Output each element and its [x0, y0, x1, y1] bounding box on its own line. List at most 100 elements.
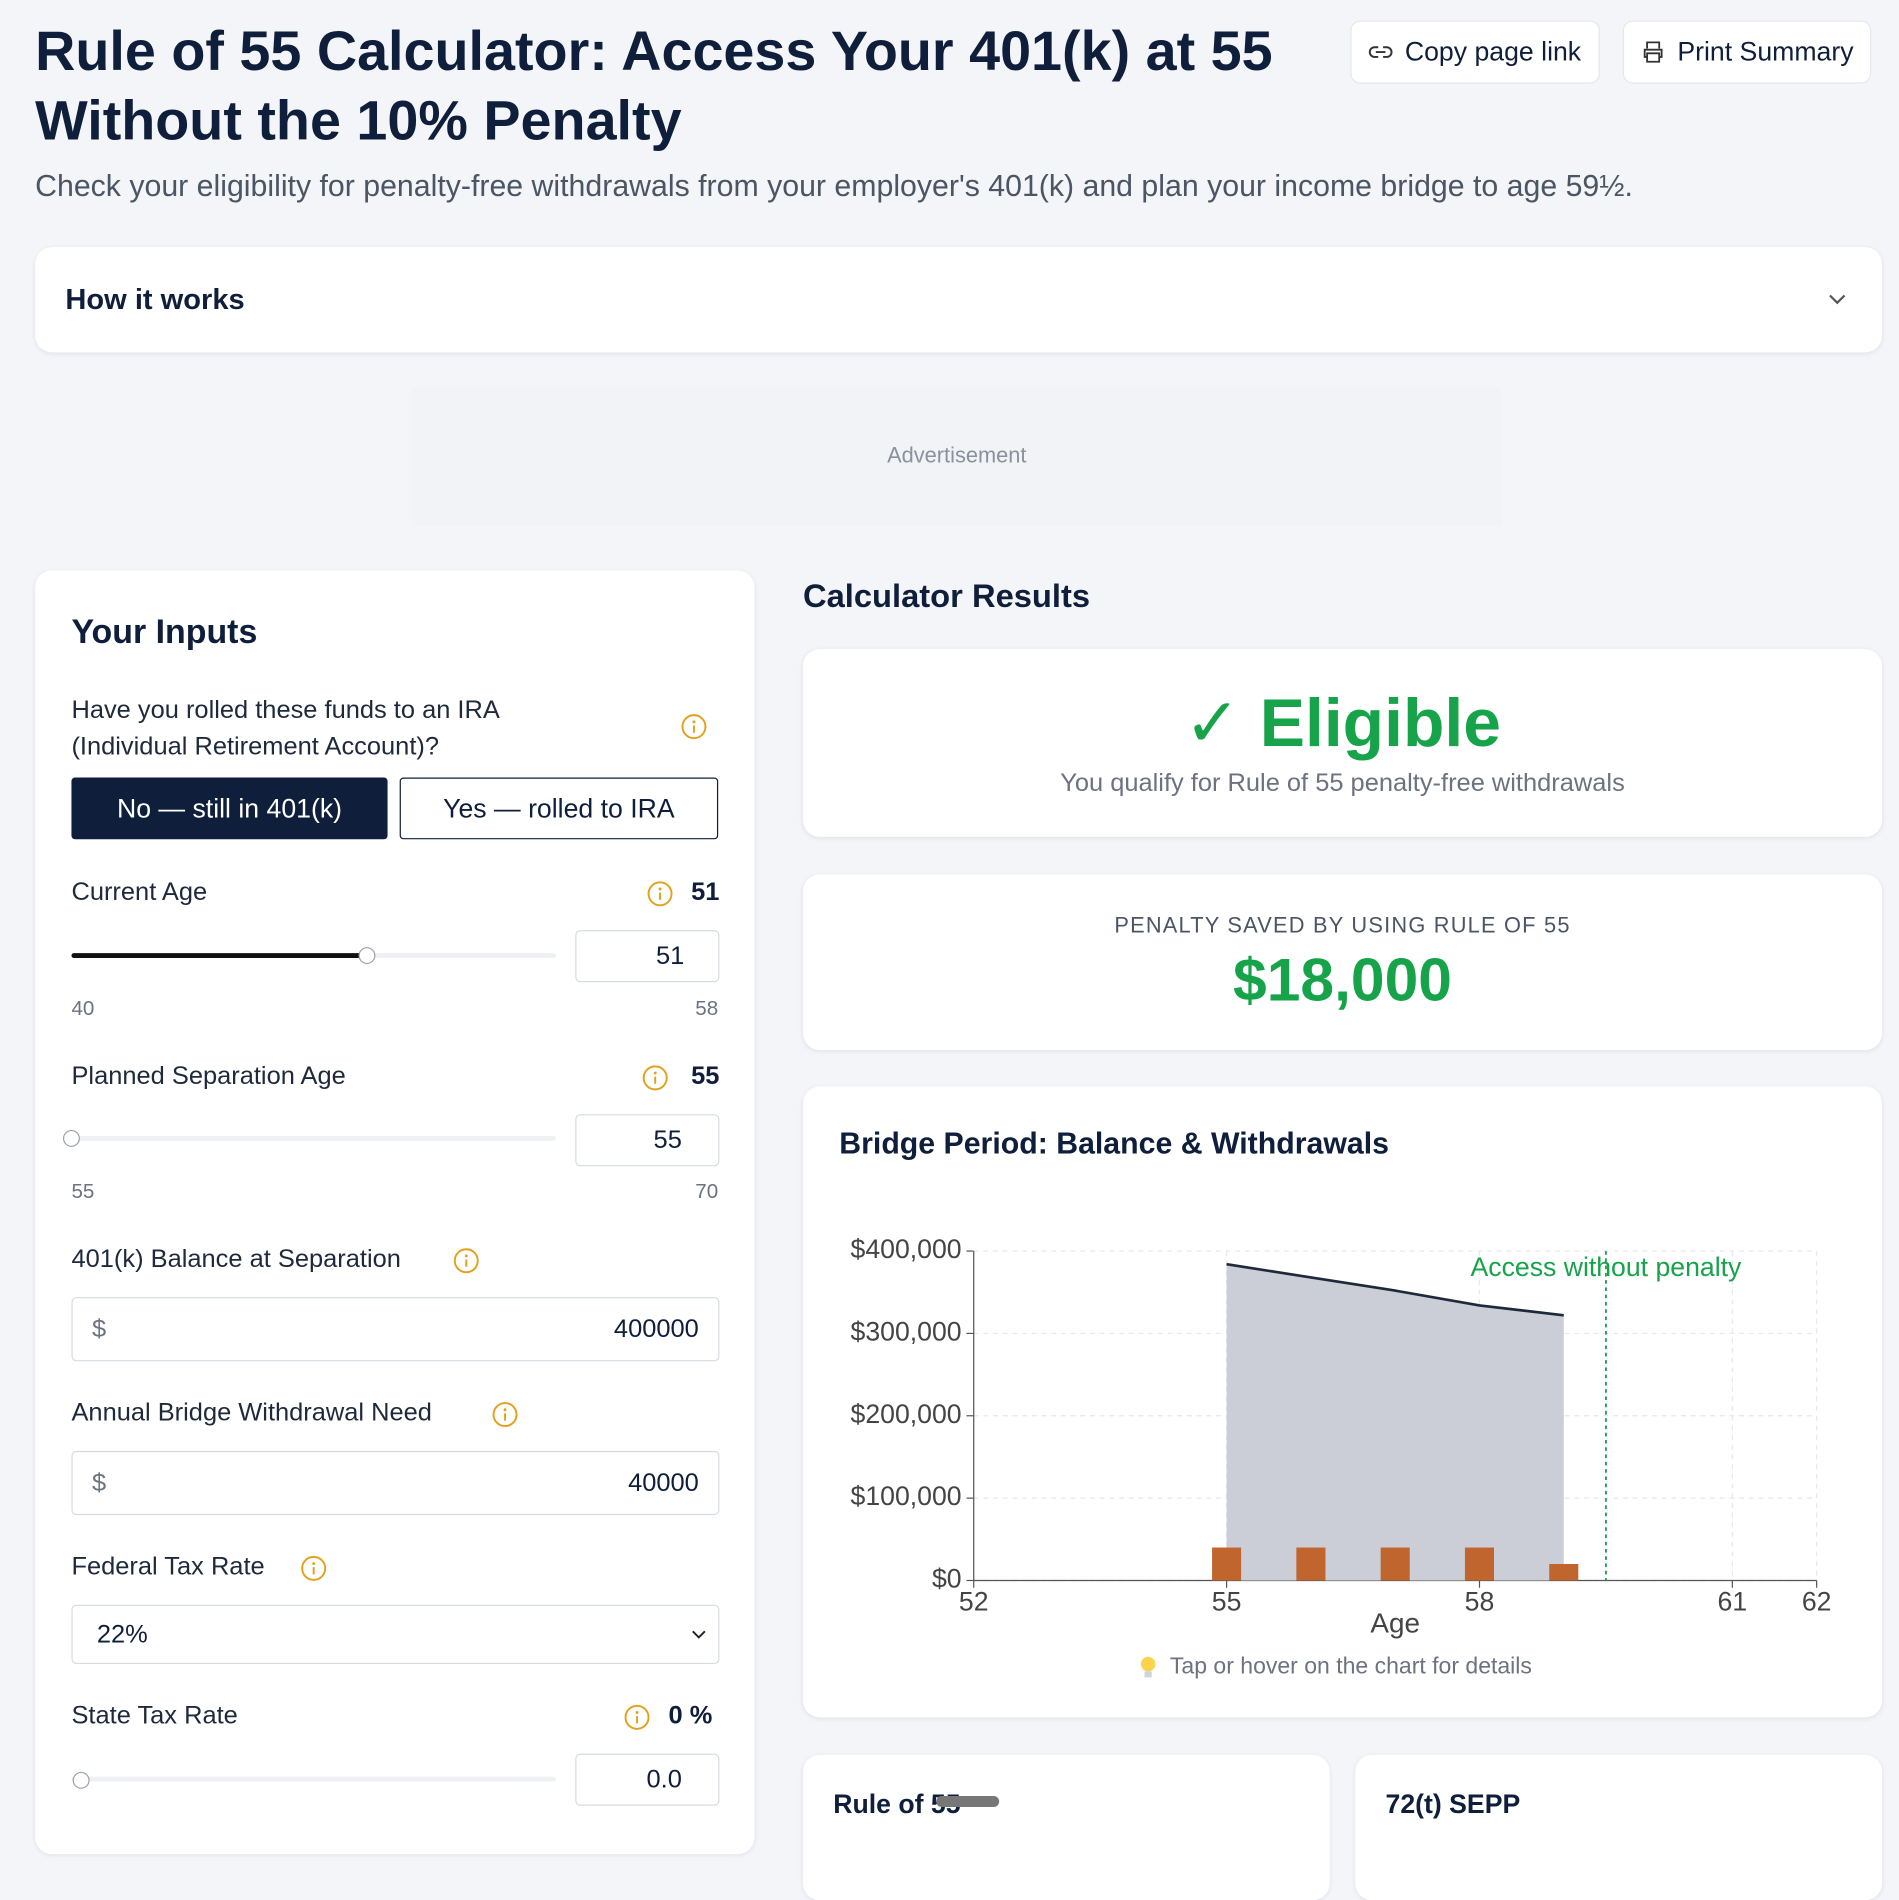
slider-track[interactable] — [71, 1776, 556, 1782]
info-glyph — [681, 714, 707, 740]
print-button[interactable]: Print Summary — [1622, 20, 1872, 84]
status-note: You qualify for Rule of 55 penalty-free … — [1060, 769, 1625, 797]
field-value: 0 % — [669, 1702, 713, 1731]
info-icon[interactable] — [492, 1401, 519, 1428]
field-label: Federal Tax Rate — [71, 1552, 265, 1581]
body: {"header":{"title":"Rule of 55 Calculato… — [35, 19, 1883, 1900]
y-tick-label: $200,000 — [851, 1399, 962, 1429]
unit: % — [689, 1701, 713, 1730]
x-tick-label: 62 — [1802, 1587, 1832, 1617]
option-button-selected[interactable]: No — still in 401(k) — [71, 777, 388, 840]
annotation: Access without penalty — [1471, 1252, 1743, 1282]
field-value: 55 — [691, 1062, 720, 1090]
y-tick-label: $100,000 — [851, 1481, 962, 1511]
panel-title: How it works — [65, 283, 245, 317]
chevron — [692, 1630, 706, 1639]
slider-max: 58 — [695, 996, 719, 1020]
input-value: 40000 — [628, 1468, 699, 1497]
x-tick-label: 61 — [1718, 1587, 1748, 1617]
x-tick-label: 58 — [1465, 1587, 1495, 1617]
currency-input[interactable]: $ 400000 — [71, 1297, 720, 1362]
page: Rule of 55 Calculator html,body{margin:0… — [35, 19, 1883, 1900]
field-label: Annual Bridge Withdrawal Need — [71, 1398, 432, 1427]
slider-max: 70 — [695, 1179, 719, 1203]
link-icon — [1368, 46, 1393, 58]
area — [1226, 1264, 1564, 1581]
number-input[interactable]: 55 — [575, 1114, 720, 1167]
bulb-icon — [1140, 1656, 1156, 1678]
line — [1226, 1262, 1564, 1317]
info-icon[interactable] — [647, 880, 674, 907]
slider-thumb[interactable] — [62, 1129, 80, 1147]
slider-thumb[interactable] — [359, 947, 376, 965]
method-card: 72(t) SEPP — [1355, 1754, 1883, 1900]
status-card: ✓ Eligible You qualify for Rule of 55 pe… — [802, 649, 1883, 837]
input-value: 400000 — [613, 1314, 699, 1343]
penalty-label: PENALTY SAVED BY USING RULE OF 55 — [1114, 913, 1571, 938]
bar — [1464, 1547, 1495, 1581]
y-tick-label: $0 — [932, 1564, 962, 1594]
x-tick-label: 55 — [1212, 1587, 1242, 1617]
bar — [1380, 1547, 1410, 1581]
y-tick-label: $300,000 — [851, 1316, 962, 1346]
select[interactable]: 22% — [71, 1604, 720, 1665]
field-label: State Tax Rate — [71, 1701, 238, 1730]
bar — [1549, 1564, 1579, 1581]
number-input[interactable]: 0.0 — [575, 1753, 720, 1806]
info-icon[interactable] — [642, 1065, 669, 1092]
bar — [1296, 1547, 1326, 1581]
currency-symbol: $ — [92, 1314, 107, 1343]
slider-min: 55 — [71, 1179, 95, 1203]
button-label: Print Summary — [1677, 36, 1854, 67]
select-value: 22% — [96, 1619, 148, 1648]
y-tick-label: $400,000 — [851, 1234, 962, 1264]
field-label: 401(k) Balance at Separation — [71, 1245, 401, 1273]
penalty-card: PENALTY SAVED BY USING RULE OF 55 $18,00… — [802, 874, 1883, 1051]
x-tick-label: 52 — [959, 1587, 989, 1617]
x-axis-label: Age — [1370, 1608, 1420, 1639]
results-title: Calculator Results — [802, 577, 1091, 615]
info-glyph — [492, 1402, 518, 1428]
info-icon[interactable] — [624, 1704, 651, 1731]
scroll-handle — [936, 1796, 1000, 1807]
option-button[interactable]: Yes — rolled to IRA — [399, 777, 719, 840]
info-glyph — [453, 1248, 479, 1274]
currency-input[interactable]: $ 40000 — [71, 1450, 720, 1516]
field-label: Current Age — [71, 878, 208, 906]
info-icon[interactable] — [681, 713, 708, 740]
slider-min: 40 — [71, 996, 95, 1020]
info-icon[interactable] — [453, 1247, 480, 1274]
chart-title: Bridge Period: Balance & Withdrawals — [839, 1128, 1389, 1161]
how-it-works-panel[interactable]: How it works — [35, 247, 1883, 353]
button-label: Copy page link — [1404, 36, 1582, 67]
page-title: Rule of 55 Calculator: Access Your 401(k… — [35, 19, 1273, 152]
slider-track[interactable] — [71, 1136, 556, 1141]
page-wrapper: Rule of 55 Calculator: Access Your 401(k… — [35, 19, 1883, 1900]
print-icon — [1643, 41, 1663, 63]
info-glyph — [624, 1704, 650, 1730]
slider-fill[interactable] — [71, 953, 368, 958]
value: 0 — [668, 1701, 683, 1730]
card-title: 72(t) SEPP — [1385, 1788, 1521, 1820]
chevron — [1829, 294, 1846, 305]
info-glyph — [647, 881, 673, 907]
currency-symbol: $ — [92, 1468, 107, 1497]
info-glyph — [642, 1065, 668, 1091]
field-value: 51 — [691, 878, 720, 906]
chart[interactable]: Bridge Period: Balance & Withdrawals $0 $… — [803, 1086, 1882, 1717]
penalty-value: $18,000 — [1233, 945, 1452, 1014]
field-label: Planned Separation Age — [71, 1062, 346, 1090]
chart-hint: Tap or hover on the chart for details — [1138, 1654, 1532, 1681]
status: ✓ Eligible — [1184, 684, 1501, 761]
rollover-label: Have you rolled these funds to an IRA (I… — [71, 696, 499, 761]
bar — [1212, 1547, 1242, 1581]
info-glyph — [301, 1555, 327, 1581]
page-subtitle: Check your eligibility for penalty-free … — [35, 169, 1633, 204]
copy-link-button[interactable]: Copy page link — [1350, 20, 1600, 84]
inputs-title: Your Inputs — [71, 612, 258, 651]
method-card: Rule of 55 — [802, 1754, 1330, 1900]
slider-thumb[interactable] — [72, 1771, 90, 1789]
ad-slot: Advertisement — [411, 387, 1502, 527]
number-input[interactable]: 51 — [575, 930, 720, 983]
info-icon[interactable] — [300, 1555, 327, 1582]
